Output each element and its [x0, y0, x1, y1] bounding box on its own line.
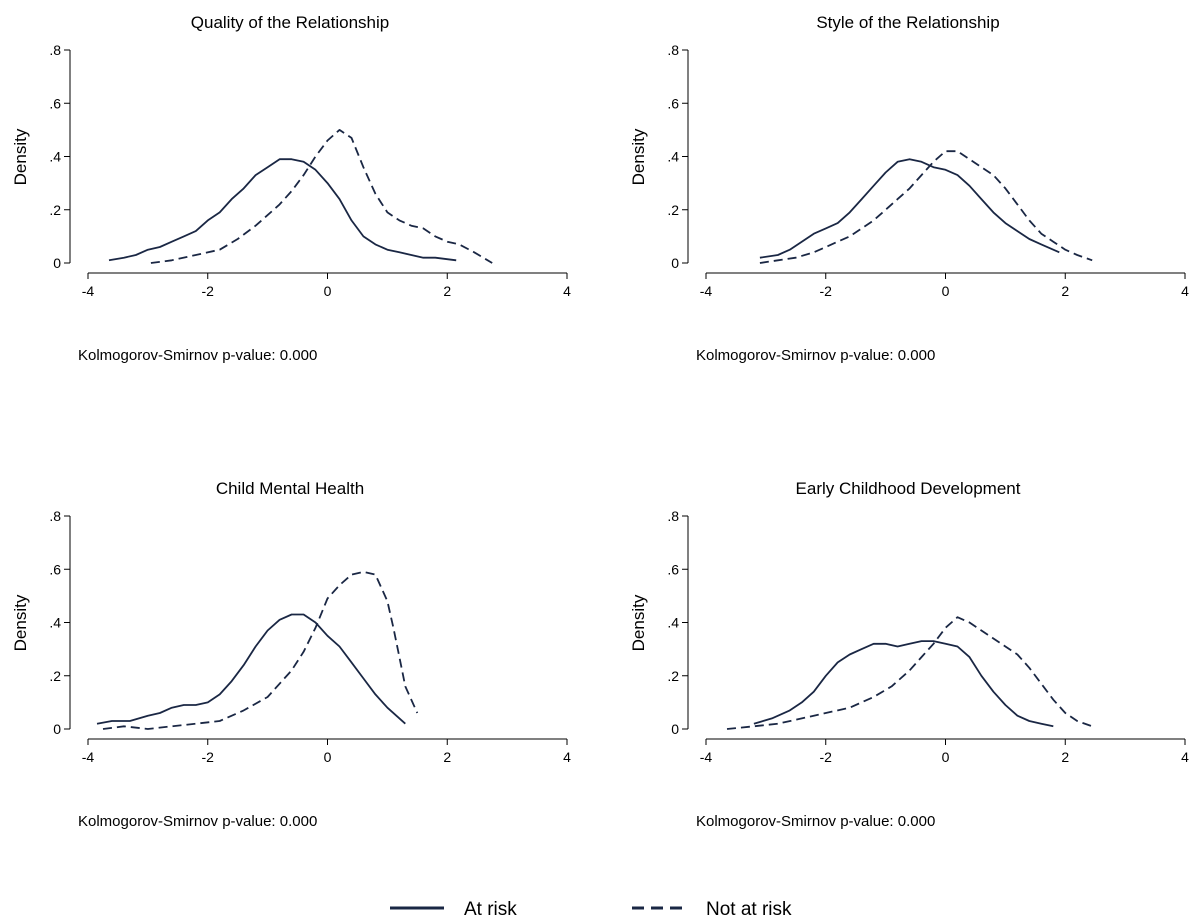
- x-tick-label: 4: [563, 749, 571, 765]
- series-line-not-at-risk: [759, 150, 1093, 264]
- y-tick-label: .6: [49, 95, 61, 111]
- y-tick-label: .4: [667, 149, 679, 165]
- panel-title: Quality of the Relationship: [191, 13, 389, 32]
- panel-child-mental-health: Child Mental Health 0 .2 .4 .6 .8 Density -4 -2 0…: [11, 479, 571, 830]
- series-line-at-risk: [759, 158, 1060, 259]
- y-tick-label: .2: [667, 668, 679, 684]
- chart-panels: Quality of the Relationship 0 .2 .4 .6 .8 Dens…: [11, 13, 1189, 830]
- x-tick-label: 0: [942, 749, 950, 765]
- y-axis-label: Density: [629, 128, 648, 185]
- y-tick-label: .2: [667, 202, 679, 218]
- y-tick-label: .8: [49, 42, 61, 58]
- x-tick-label: 2: [443, 283, 451, 299]
- x-tick-label: -4: [700, 283, 713, 299]
- y-tick-label: 0: [671, 721, 679, 737]
- y-tick-label: 0: [53, 255, 61, 271]
- y-tick-label: .4: [49, 615, 61, 631]
- series-line-at-risk: [108, 158, 457, 262]
- x-tick-label: 2: [1061, 749, 1069, 765]
- y-tick-label: .6: [667, 561, 679, 577]
- panel-style-of-the-relationship: Style of the Relationship 0 .2 .4 .6 .8 Densit…: [629, 13, 1189, 364]
- ks-note: Kolmogorov-Smirnov p-value: 0.000: [78, 347, 317, 364]
- x-tick-label: 0: [324, 749, 332, 765]
- series-line-not-at-risk: [726, 616, 1093, 730]
- legend-label-not-at-risk: Not at risk: [706, 899, 792, 919]
- x-tick-label: -2: [820, 749, 833, 765]
- legend-label-at-risk: At risk: [464, 899, 517, 919]
- series-line-at-risk: [96, 613, 406, 725]
- x-tick-label: 4: [563, 283, 571, 299]
- y-tick-label: .8: [667, 42, 679, 58]
- panel-title: Child Mental Health: [216, 479, 364, 498]
- y-tick-label: .8: [49, 508, 61, 524]
- x-tick-label: 4: [1181, 283, 1189, 299]
- x-tick-label: 0: [942, 283, 950, 299]
- x-tick-label: -2: [820, 283, 833, 299]
- ks-note: Kolmogorov-Smirnov p-value: 0.000: [696, 813, 935, 830]
- y-tick-label: 0: [53, 721, 61, 737]
- y-tick-label: .4: [667, 615, 679, 631]
- x-tick-label: -4: [82, 749, 95, 765]
- x-tick-label: 0: [324, 283, 332, 299]
- y-tick-label: .4: [49, 149, 61, 165]
- series-line-at-risk: [753, 640, 1054, 728]
- x-tick-label: 4: [1181, 749, 1189, 765]
- panel-title: Style of the Relationship: [816, 13, 999, 32]
- x-tick-label: 2: [443, 749, 451, 765]
- panel-early-childhood-development: Early Childhood Development 0 .2 .4 .6 .8 Dens…: [629, 479, 1189, 830]
- y-tick-label: .6: [49, 561, 61, 577]
- y-axis-label: Density: [629, 594, 648, 651]
- y-tick-label: .2: [49, 668, 61, 684]
- y-tick-label: .8: [667, 508, 679, 524]
- x-tick-label: -4: [700, 749, 713, 765]
- y-tick-label: .2: [49, 202, 61, 218]
- panel-title: Early Childhood Development: [796, 479, 1021, 498]
- x-tick-label: -4: [82, 283, 95, 299]
- y-axis-label: Density: [11, 128, 30, 185]
- x-tick-label: -2: [202, 283, 215, 299]
- y-axis-label: Density: [11, 594, 30, 651]
- panel-quality-of-the-relationship: Quality of the Relationship 0 .2 .4 .6 .8 Dens…: [11, 13, 571, 364]
- legend: At risk Not at risk: [390, 899, 792, 919]
- ks-note: Kolmogorov-Smirnov p-value: 0.000: [696, 347, 935, 364]
- y-tick-label: .6: [667, 95, 679, 111]
- series-line-not-at-risk: [102, 571, 419, 730]
- series-line-not-at-risk: [150, 128, 493, 264]
- x-tick-label: -2: [202, 749, 215, 765]
- ks-note: Kolmogorov-Smirnov p-value: 0.000: [78, 813, 317, 830]
- y-tick-label: 0: [671, 255, 679, 271]
- x-tick-label: 2: [1061, 283, 1069, 299]
